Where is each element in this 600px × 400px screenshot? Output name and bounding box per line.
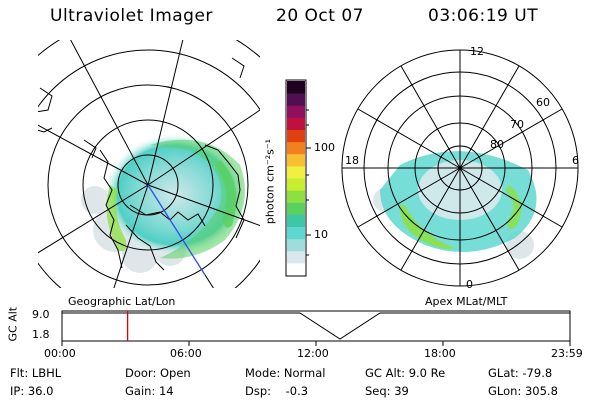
date-label: 20 Oct 07: [276, 6, 364, 26]
status-glon: GLon: 305.8: [488, 384, 558, 398]
coastlines: [38, 57, 245, 271]
apex-image-panel: [341, 49, 579, 287]
colorbar-swatch: [287, 129, 305, 143]
aurora-arc-morning-mlt: [505, 185, 522, 229]
instrument-title: Ultraviolet Imager: [50, 6, 213, 26]
colorbar-swatch: [287, 105, 305, 118]
altitude-axis-label: GC Alt: [6, 306, 20, 342]
colorbar-swatch: [287, 238, 305, 252]
status-ip: IP: 36.0: [10, 384, 54, 398]
mlat-label-70: 70: [510, 118, 524, 131]
colorbar-swatch: [287, 202, 305, 215]
mlt-label-18: 18: [345, 154, 359, 167]
colorbar-swatch: [287, 190, 305, 203]
colorbar-swatch: [287, 117, 305, 130]
colorbar-swatch: [287, 165, 305, 179]
status-door: Door: Open: [125, 366, 191, 380]
status-seq: Seq: 39: [365, 384, 409, 398]
aurora-arc-evening-mlt: [399, 205, 455, 249]
status-glat: GLat: -79.8: [488, 366, 553, 380]
altitude-plot-frame: [61, 310, 571, 342]
colorbar-swatch: [287, 214, 305, 227]
altitude-x-tick-1800: 18:00: [424, 347, 456, 360]
altitude-x-tick-1200: 12:00: [297, 347, 329, 360]
altitude-x-tick-0600: 06:00: [170, 347, 202, 360]
colorbar-tick-100: 100: [314, 141, 335, 154]
altitude-y-tick-high: 9.0: [32, 308, 50, 321]
mlt-label-6: 6: [572, 154, 579, 167]
altitude-y-tick-low: 1.8: [32, 328, 50, 341]
colorbar-swatch: [287, 262, 305, 276]
colorbar-swatch: [287, 81, 305, 94]
altitude-x-tick-2359: 23:59: [551, 347, 583, 360]
mlat-label-80: 80: [490, 138, 504, 151]
colorbar: [285, 79, 311, 277]
geographic-map: [38, 40, 260, 288]
colorbar-swatch: [287, 226, 305, 240]
colorbar-swatch: [287, 141, 305, 155]
colorbar-tick-10: 10: [314, 228, 328, 241]
altitude-plot: [61, 310, 571, 346]
apex-caption: Apex MLat/MLT: [425, 295, 508, 308]
mlt-label-12: 12: [470, 45, 484, 58]
time-label: 03:06:19 UT: [428, 6, 539, 26]
status-mode: Mode: Normal: [245, 366, 326, 380]
colorbar-swatch: [287, 153, 305, 167]
status-dsp: Dsp: -0.3: [245, 384, 309, 398]
colorbar-unit-label: photon cm⁻²s⁻¹: [263, 138, 277, 225]
colorbar-swatch: [287, 178, 305, 191]
colorbar-swatch: [287, 250, 305, 264]
latitude-grid: [38, 40, 260, 288]
status-filter: Flt: LBHL: [10, 366, 62, 380]
altitude-curve: [62, 312, 570, 340]
altitude-x-tick-0000: 00:00: [44, 347, 76, 360]
mlt-grid: [342, 50, 578, 286]
colorbar-frame: [285, 79, 307, 277]
aurora-arc-evening: [106, 185, 127, 252]
mlat-label-60: 60: [536, 96, 550, 109]
aurora-arc-dawn: [215, 160, 237, 228]
terminator-line: [147, 184, 206, 276]
status-gain: Gain: 14: [125, 384, 174, 398]
geographic-caption: Geographic Lat/Lon: [68, 295, 176, 308]
status-gc-alt: GC Alt: 9.0 Re: [365, 366, 446, 380]
mlt-label-0: 0: [466, 278, 473, 291]
colorbar-swatch: [287, 93, 305, 106]
altitude-x-ticks: [61, 341, 571, 346]
colorbar-ticks: [306, 109, 311, 256]
